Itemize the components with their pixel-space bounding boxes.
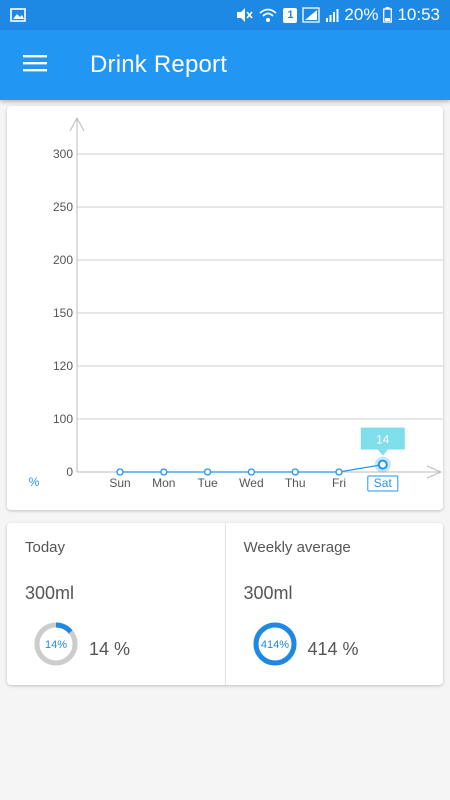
x-tick-label: Tue	[197, 476, 218, 490]
x-tick-label: Fri	[332, 476, 346, 490]
weekly-percent: 414 %	[307, 639, 359, 659]
y-axis-arrow	[69, 116, 85, 132]
y-tick-label: 250	[53, 200, 73, 214]
app-bar: Drink Report	[0, 30, 450, 100]
y-unit-label: %	[29, 475, 40, 489]
hamburger-menu-icon	[23, 54, 47, 77]
battery-percent: 20%	[344, 5, 379, 24]
battery-icon	[383, 7, 393, 23]
tooltip-box	[360, 427, 405, 450]
today-progress-ring: 14%	[34, 622, 78, 666]
x-tick-label: Thu	[285, 476, 306, 490]
page-title: Drink Report	[90, 51, 228, 78]
y-tick-label: 0	[66, 465, 73, 479]
y-tick-label: 150	[53, 306, 73, 320]
y-tick-label: 200	[53, 253, 73, 267]
data-point	[291, 468, 299, 476]
weekly-progress-ring: 414%	[253, 622, 296, 666]
today-percent: 14 %	[89, 639, 131, 659]
x-tick-label: Sun	[109, 476, 130, 490]
data-point	[203, 468, 212, 476]
tooltip-label: 14	[376, 433, 390, 447]
tooltip-pointer	[377, 449, 388, 456]
x-tick-label: Mon	[152, 476, 175, 490]
data-point	[160, 468, 168, 476]
data-point	[335, 468, 343, 476]
signal-icon-2	[325, 7, 339, 23]
mute-icon	[235, 7, 254, 23]
status-bar: 1 20% 10:53	[0, 0, 450, 30]
gallery-notification-icon	[10, 8, 26, 22]
drink-chart-card: 0 100 120 150 200 250 300% Sun Mon Tue Wed Thu Fri 14…	[7, 106, 443, 510]
drink-chart: 0 100 120 150 200 250 300% Sun Mon Tue Wed Thu Fri 14…	[29, 116, 443, 492]
weekly-value: 300ml	[243, 583, 293, 603]
data-point	[377, 459, 388, 470]
today-stat: Today 300ml 14% 14 %	[7, 523, 226, 685]
x-tick-label: Wed	[239, 476, 263, 490]
today-value: 300ml	[25, 583, 75, 603]
signal-icon-1	[302, 7, 321, 23]
y-tick-label: 300	[53, 147, 73, 161]
clock: 10:53	[397, 5, 440, 24]
x-tick-label: Sat	[374, 476, 393, 490]
x-axis-arrow	[426, 465, 443, 479]
today-ring-text: 14%	[45, 639, 67, 651]
stats-card: Today 300ml 14% 14 % Weekly average 300m…	[7, 523, 443, 685]
x-label-highlight-box	[367, 475, 399, 492]
weekly-ring-text: 414%	[260, 639, 288, 651]
menu-button[interactable]	[0, 30, 70, 100]
y-tick-label: 120	[53, 359, 73, 373]
data-point	[116, 468, 124, 476]
today-label: Today	[25, 539, 66, 556]
sim-badge: 1	[283, 7, 298, 23]
data-point	[247, 468, 256, 476]
weekly-stat: Weekly average 300ml 414% 414 %	[226, 523, 444, 685]
y-tick-label: 100	[53, 412, 73, 426]
weekly-label: Weekly average	[243, 539, 351, 556]
wifi-icon	[258, 7, 278, 23]
